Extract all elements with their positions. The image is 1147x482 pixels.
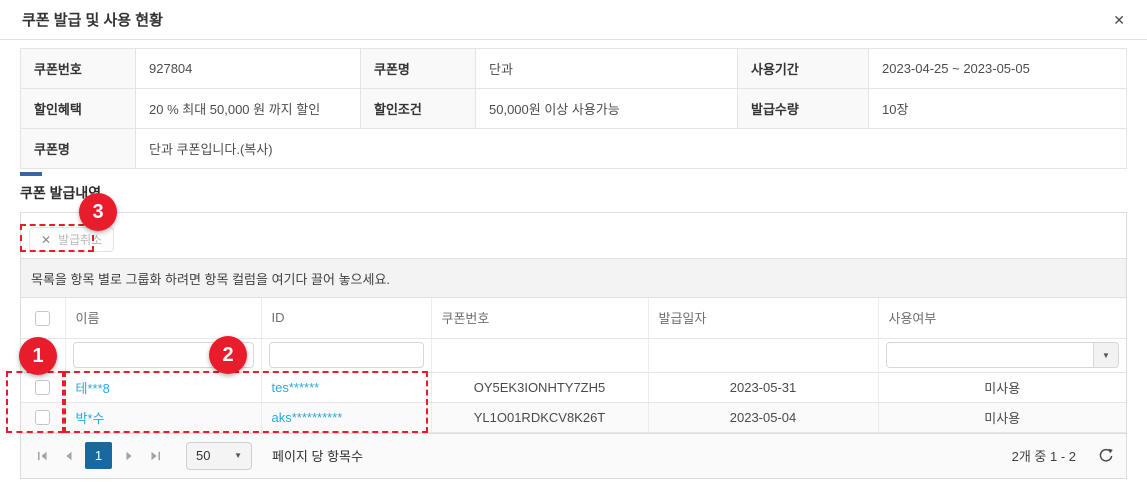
annotation-badge-3: 3	[79, 193, 117, 231]
info-label-discount-benefit: 할인혜택	[20, 88, 136, 129]
last-page-icon[interactable]	[146, 447, 164, 465]
info-label-discount-condition: 할인조건	[360, 88, 476, 129]
prev-page-icon[interactable]	[59, 447, 77, 465]
issue-date-cell: 2023-05-04	[648, 402, 879, 433]
info-label-coupon-name: 쿠폰명	[360, 48, 476, 89]
column-header-coupon-no[interactable]: 쿠폰번호	[431, 298, 649, 339]
table-row: 테***8 tes****** OY5EK3IONHTY7ZH5 2023-05…	[21, 372, 1126, 403]
dialog-header: 쿠폰 발급 및 사용 현황 ✕	[0, 0, 1147, 40]
chevron-down-icon: ▼	[234, 451, 242, 460]
issuance-section-heading: 쿠폰 발급내역	[20, 172, 101, 203]
current-page-button[interactable]: 1	[85, 442, 112, 469]
used-filter-select[interactable]: ▼	[885, 342, 1119, 368]
id-filter-input[interactable]	[268, 342, 424, 368]
cancel-x-icon: ✕	[41, 232, 52, 247]
row-checkbox[interactable]	[35, 380, 51, 396]
cancel-issuance-label: 발급취소	[58, 233, 103, 247]
coupon-no-cell: YL1O01RDKCV8K26T	[431, 402, 649, 433]
select-all-checkbox[interactable]	[35, 310, 51, 326]
info-value-issue-qty: 10장	[868, 88, 1127, 129]
issue-date-cell: 2023-05-31	[648, 372, 879, 403]
next-page-icon[interactable]	[120, 447, 138, 465]
group-by-panel: 목록을 항목 별로 그룹화 하려면 항목 컬럼을 여기다 끌어 놓으세요.	[21, 258, 1126, 298]
column-header-name[interactable]: 이름	[65, 298, 262, 339]
used-status-cell: 미사용	[878, 372, 1126, 403]
row-checkbox[interactable]	[35, 410, 51, 426]
name-link[interactable]: 테***8	[75, 380, 110, 396]
info-row: 쿠폰번호 927804 쿠폰명 단과 사용기간 2023-04-25 ~ 202…	[20, 48, 1127, 89]
close-icon[interactable]: ✕	[1113, 11, 1125, 28]
table-header-row: 이름 ID 쿠폰번호 발급일자 사용여부	[21, 298, 1126, 339]
annotation-box-name-id-cells	[64, 371, 428, 433]
page-size-value: 50	[196, 448, 211, 463]
column-header-issue-date[interactable]: 발급일자	[648, 298, 879, 339]
page-size-label: 페이지 당 항목수	[272, 449, 363, 464]
column-header-used[interactable]: 사용여부	[878, 298, 1126, 339]
coupon-info-table: 쿠폰번호 927804 쿠폰명 단과 사용기간 2023-04-25 ~ 202…	[20, 48, 1127, 169]
page-title: 쿠폰 발급 및 사용 현황	[22, 12, 163, 29]
section-title: 쿠폰 발급내역	[20, 185, 102, 201]
chevron-down-icon[interactable]: ▼	[1093, 343, 1118, 367]
annotation-badge-2: 2	[209, 336, 247, 374]
annotation-box-checkbox-column	[6, 371, 64, 433]
info-label-usage-period: 사용기간	[737, 48, 869, 89]
page-size-select[interactable]: 50 ▼	[186, 441, 252, 470]
first-page-icon[interactable]	[33, 447, 51, 465]
info-row: 쿠폰명 단과 쿠폰입니다.(복사)	[20, 128, 1127, 169]
grid-toolbar: ✕ 발급취소	[21, 213, 1126, 258]
annotation-box-cancel-button	[20, 224, 94, 252]
info-label-coupon-desc: 쿠폰명	[20, 128, 136, 169]
range-label: 2개 중 1 - 2	[1011, 449, 1076, 464]
coupon-no-cell: OY5EK3IONHTY7ZH5	[431, 372, 649, 403]
section-accent-dash	[20, 172, 42, 176]
info-row: 할인혜택 20 % 최대 50,000 원 까지 할인 할인조건 50,000원…	[20, 88, 1127, 129]
id-link[interactable]: aks**********	[271, 409, 343, 425]
info-label-coupon-no: 쿠폰번호	[20, 48, 136, 89]
info-value-coupon-desc: 단과 쿠폰입니다.(복사)	[135, 128, 1127, 169]
refresh-icon[interactable]	[1098, 448, 1114, 464]
annotation-badge-1: 1	[19, 337, 57, 375]
info-value-usage-period: 2023-04-25 ~ 2023-05-05	[868, 48, 1127, 89]
issuance-grid: ✕ 발급취소 목록을 항목 별로 그룹화 하려면 항목 컬럼을 여기다 끌어 놓…	[20, 212, 1127, 479]
column-header-id[interactable]: ID	[261, 298, 432, 339]
cancel-issuance-button[interactable]: ✕ 발급취소	[29, 227, 115, 252]
info-value-discount-benefit: 20 % 최대 50,000 원 까지 할인	[135, 88, 361, 129]
info-value-coupon-name: 단과	[475, 48, 738, 89]
issuance-table: 이름 ID 쿠폰번호 발급일자 사용여부 ▼ 테**	[21, 298, 1126, 433]
table-row: 박*수 aks********** YL1O01RDKCV8K26T 2023-…	[21, 402, 1126, 433]
name-link[interactable]: 박*수	[75, 410, 105, 426]
id-link[interactable]: tes******	[271, 379, 320, 395]
info-value-coupon-no: 927804	[135, 48, 361, 89]
used-status-cell: 미사용	[878, 402, 1126, 433]
filter-row: ▼	[21, 338, 1126, 373]
info-label-issue-qty: 발급수량	[737, 88, 869, 129]
pager: 1 50 ▼ 페이지 당 항목수 2개 중 1 - 2	[21, 432, 1126, 478]
info-value-discount-condition: 50,000원 이상 사용가능	[475, 88, 738, 129]
